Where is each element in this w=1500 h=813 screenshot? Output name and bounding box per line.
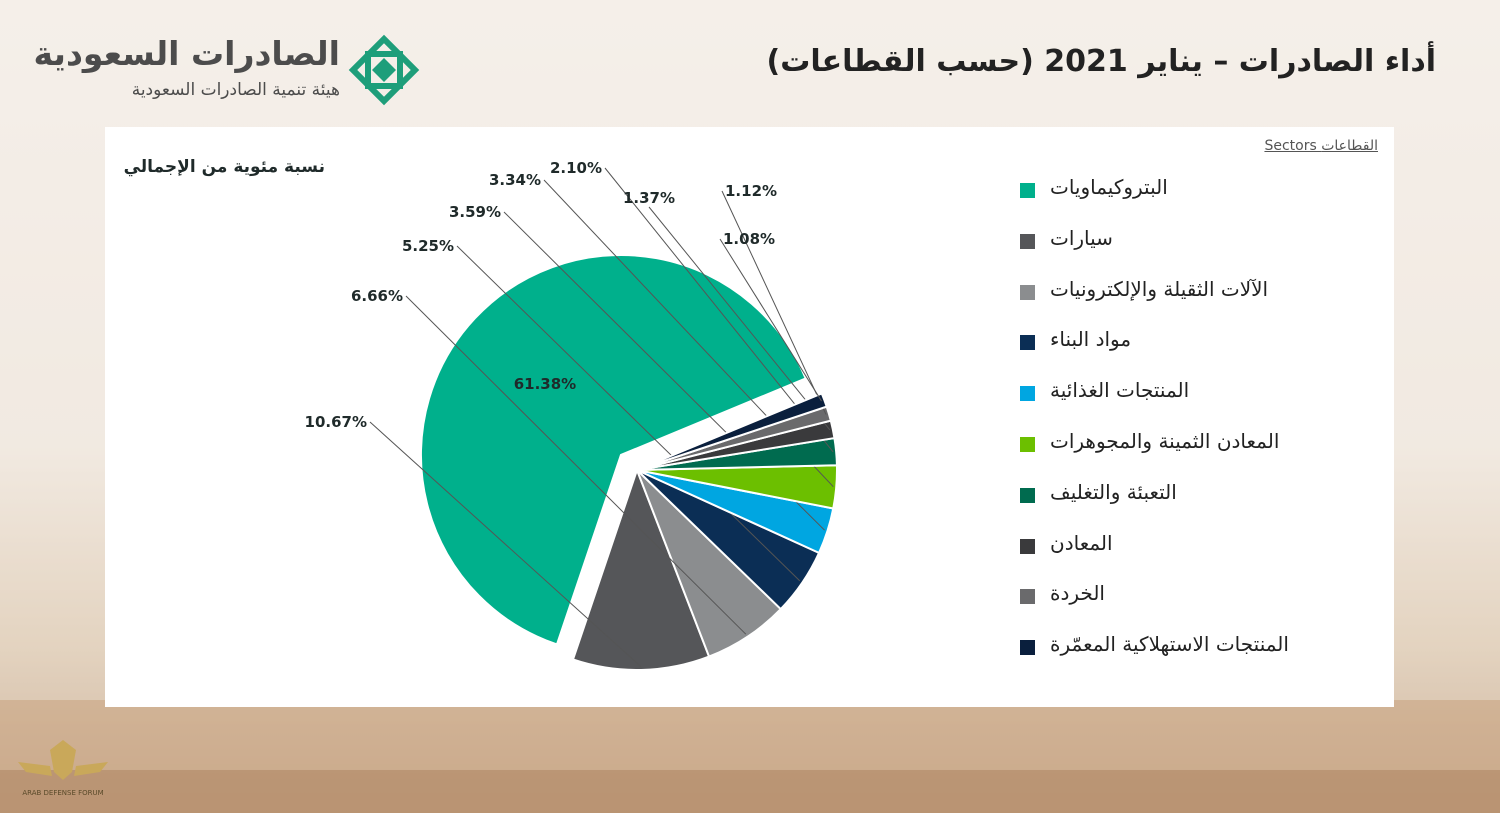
slice-value-label: 1.12% — [725, 182, 777, 200]
legend-item: الخردة — [1020, 579, 1320, 615]
pie-slice — [419, 253, 808, 646]
legend-label: سيارات — [1050, 225, 1113, 250]
legend-item: مواد البناء — [1020, 325, 1320, 361]
leader-line — [405, 295, 747, 635]
page-title: أداء الصادرات – يناير 2021 (حسب القطاعات… — [766, 44, 1437, 79]
slice-value-label: 2.10% — [550, 159, 602, 177]
pie-chart: 61.38% 10.67% 6.66% 5.25% 3.59% 3.34% 2.10% 1.3… — [305, 159, 838, 671]
legend-swatch — [1020, 538, 1035, 554]
chart-card: 61.38% 10.67% 6.66% 5.25% 3.59% 3.34% 2.10% 1.3… — [105, 127, 1394, 707]
legend-swatch — [1020, 589, 1035, 605]
legend-label: الآلات الثقيلة والإلكترونيات — [1050, 276, 1269, 301]
legend-item: سيارات — [1020, 224, 1320, 260]
legend-item: البتروكيماويات — [1020, 173, 1320, 209]
legend-label: المنتجات الاستهلاكية المعمّرة — [1050, 632, 1289, 657]
slice-value-label: 5.25% — [402, 237, 454, 255]
legend-label: المعادن الثمينة والمجوهرات — [1050, 429, 1280, 453]
chart-title: نسبة مئوية من الإجمالي — [123, 157, 325, 177]
legend-swatch — [1020, 183, 1035, 198]
legend-label: المنتجات الغذائية — [1050, 378, 1190, 403]
legend-label: الخردة — [1050, 581, 1105, 606]
legend-item: الآلات الثقيلة والإلكترونيات — [1020, 275, 1320, 311]
pie-slice — [636, 392, 828, 471]
legend-swatch — [1020, 487, 1035, 503]
brand-emblem-icon — [348, 34, 420, 106]
legend-label: البتروكيماويات — [1050, 175, 1168, 199]
brand-logo: الصادرات السعودية هيئة تنمية الصادرات ال… — [34, 34, 420, 106]
leader-line — [369, 421, 642, 668]
leader-line — [721, 190, 827, 415]
legend-swatch — [1020, 386, 1035, 402]
slice-value-label: 3.34% — [489, 171, 541, 189]
legend-swatch — [1020, 437, 1035, 452]
brand-subtitle: هيئة تنمية الصادرات السعودية — [131, 80, 340, 100]
legend-label: التعبئة والتغليف — [1050, 479, 1177, 504]
legend-swatch — [1020, 640, 1035, 656]
brand-title: الصادرات السعودية — [33, 34, 340, 73]
legend-item: المنتجات الغذائية — [1020, 376, 1320, 412]
slice-value-label: 61.38% — [514, 375, 576, 393]
leader-line — [456, 245, 801, 582]
legend-label: المعادن — [1050, 530, 1113, 555]
legend-swatch — [1020, 233, 1035, 249]
watermark-text: ARAB DEFENSE FORUM — [22, 789, 103, 797]
slice-value-label: 6.66% — [351, 287, 403, 305]
leader-line — [719, 238, 822, 402]
legend-swatch — [1020, 284, 1035, 300]
legend-item: المنتجات الاستهلاكية المعمّرة — [1020, 630, 1320, 666]
leader-line — [648, 206, 831, 431]
slice-value-label: 10.67% — [305, 413, 367, 431]
slice-value-label: 1.08% — [723, 230, 775, 248]
legend-item: المعادن الثمينة والمجوهرات — [1020, 427, 1320, 463]
legend-title: Sectors القطاعات — [1264, 138, 1378, 154]
legend-swatch — [1020, 335, 1035, 351]
slice-value-label: 1.37% — [623, 189, 675, 207]
slice-value-label: 3.59% — [449, 203, 501, 221]
legend-item: التعبئة والتغليف — [1020, 478, 1320, 514]
legend-item: المعادن — [1020, 529, 1320, 565]
pie-slice — [571, 467, 711, 671]
watermark-logo: ARAB DEFENSE FORUM — [18, 740, 108, 797]
legend-label: مواد البناء — [1050, 327, 1132, 352]
